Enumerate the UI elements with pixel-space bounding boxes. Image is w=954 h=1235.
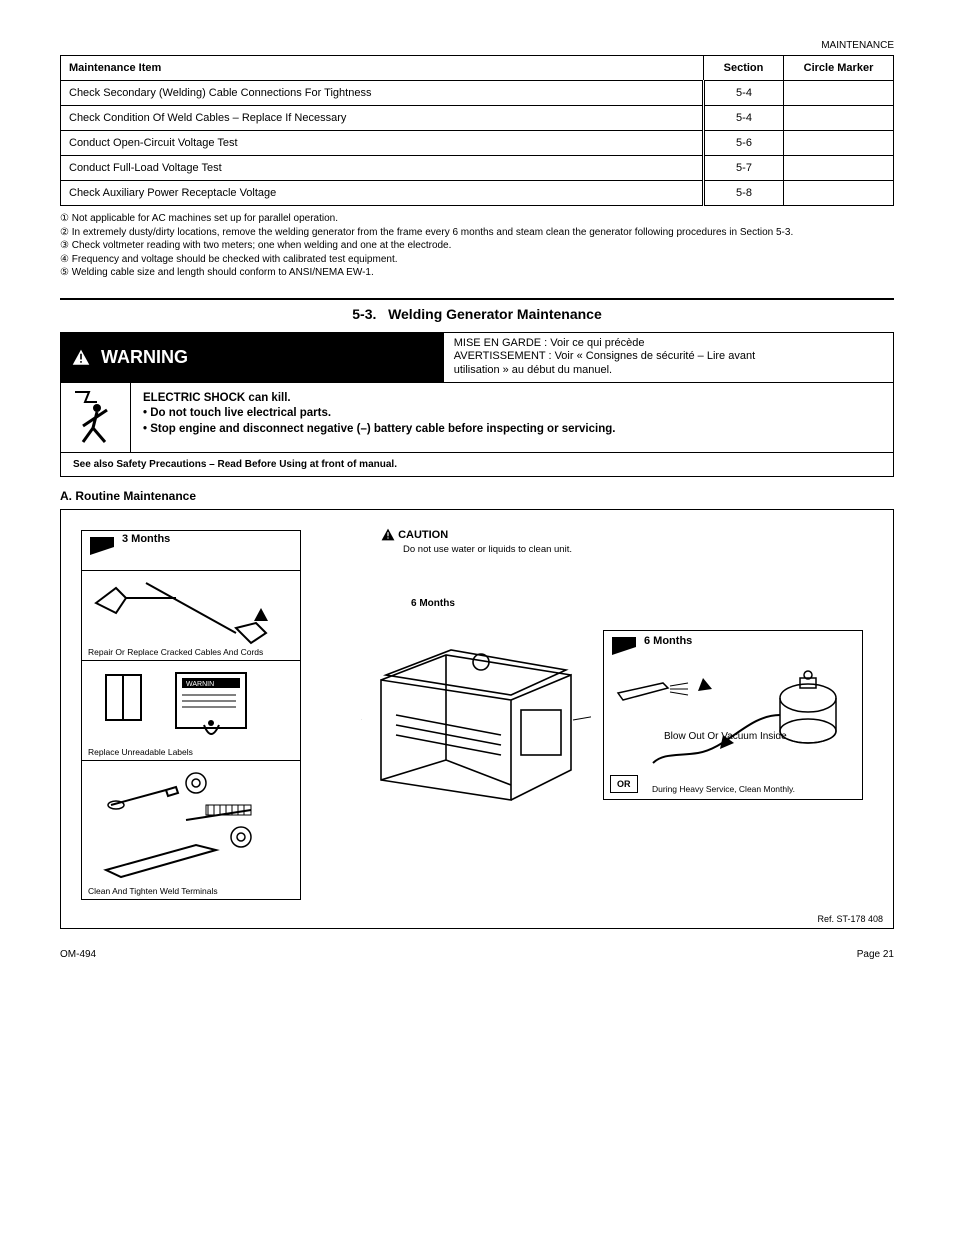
- warning-triangle-icon: [71, 348, 91, 366]
- cell-item: Check Secondary (Welding) Cable Connecti…: [61, 81, 704, 106]
- figure-caution-text: CAUTION: [398, 529, 448, 541]
- section-number: 5-3.: [352, 306, 376, 322]
- footnotes: ① Not applicable for AC machines set up …: [60, 212, 894, 280]
- left-caption: Repair Or Replace Cracked Cables And Cor…: [88, 647, 294, 658]
- col-section: Section: [704, 56, 784, 81]
- figure-caution: CAUTION: [381, 528, 448, 541]
- figure-right-panel: 6 Months Blow Out Or Vacuum Inside OR: [603, 630, 863, 800]
- cell-section: 5-7: [704, 156, 784, 181]
- cell-marker: [784, 131, 894, 156]
- footnote: ② In extremely dusty/dirty locations, re…: [60, 226, 894, 240]
- footer-page-number: Page 21: [857, 949, 894, 960]
- footnote: ① Not applicable for AC machines set up …: [60, 212, 894, 226]
- cell-marker: [784, 106, 894, 131]
- figure-id: Ref. ST-178 408: [817, 914, 883, 924]
- cell-marker: [784, 81, 894, 106]
- figure-left-panel: 3 Months Repair Or Replace Cracked Cable…: [81, 530, 301, 900]
- table-header-row: Maintenance Item Section Circle Marker: [61, 56, 894, 81]
- col-item: Maintenance Item: [61, 56, 704, 81]
- generator-icon: [361, 620, 591, 810]
- left-panel-title: 3 Months: [122, 533, 170, 545]
- cell-section: 5-4: [704, 81, 784, 106]
- warning-word: WARNING: [101, 347, 188, 368]
- footer-doc-id: OM-494: [60, 949, 96, 960]
- right-caption: Blow Out Or Vacuum Inside: [664, 731, 852, 744]
- terminals-icon: [86, 765, 296, 885]
- warning-french-text: MISE EN GARDE : Voir ce qui précède AVER…: [444, 333, 893, 382]
- section-divider: [60, 298, 894, 300]
- footnote: ④ Frequency and voltage should be checke…: [60, 253, 894, 267]
- figure-caution-sub: Do not use water or liquids to clean uni…: [403, 544, 572, 555]
- footnote: ⑤ Welding cable size and length should c…: [60, 266, 894, 280]
- cell-marker: [784, 156, 894, 181]
- cell-item: Check Condition Of Weld Cables – Replace…: [61, 106, 704, 131]
- or-label: OR: [610, 775, 638, 793]
- warning-body-line: ELECTRIC SHOCK can kill.: [143, 391, 881, 407]
- page-section-header: MAINTENANCE: [60, 40, 894, 51]
- cell-item: Conduct Open-Circuit Voltage Test: [61, 131, 704, 156]
- cell-section: 5-8: [704, 181, 784, 206]
- section-title: 5-3. Welding Generator Maintenance: [60, 306, 894, 322]
- warning-body: ELECTRIC SHOCK can kill. • Do not touch …: [131, 383, 893, 452]
- left-caption: Replace Unreadable Labels: [88, 747, 294, 758]
- labels-icon: WARNIN: [86, 665, 296, 749]
- maintenance-schedule-table: Maintenance Item Section Circle Marker C…: [60, 55, 894, 206]
- warning-shock-icon-cell: [61, 383, 131, 452]
- right-panel-title: 6 Months: [644, 635, 692, 647]
- cell-marker: [784, 181, 894, 206]
- electric-shock-icon: [71, 388, 121, 446]
- warning-body-bullet: • Do not touch live electrical parts.: [143, 406, 881, 422]
- cell-section: 5-6: [704, 131, 784, 156]
- table-row: Check Condition Of Weld Cables – Replace…: [61, 106, 894, 131]
- blowout-vacuum-icon: [608, 653, 858, 773]
- warning-fr-line: MISE EN GARDE : Voir ce qui précède: [454, 337, 645, 351]
- svg-text:WARNIN: WARNIN: [186, 681, 214, 688]
- table-row: Conduct Full-Load Voltage Test 5-7: [61, 156, 894, 181]
- cell-item: Conduct Full-Load Voltage Test: [61, 156, 704, 181]
- footnote: ③ Check voltmeter reading with two meter…: [60, 239, 894, 253]
- subsection-title: A. Routine Maintenance: [60, 489, 894, 503]
- warning-fr-line: AVERTISSEMENT : Voir « Consignes de sécu…: [454, 350, 755, 364]
- cell-item: Check Auxiliary Power Receptacle Voltage: [61, 181, 704, 206]
- maintenance-figure: CAUTION Do not use water or liquids to c…: [60, 509, 894, 929]
- left-caption: Clean And Tighten Weld Terminals: [88, 886, 294, 897]
- page-footer: OM-494 Page 21: [60, 949, 894, 960]
- caution-triangle-icon: [381, 528, 395, 541]
- table-row: Check Secondary (Welding) Cable Connecti…: [61, 81, 894, 106]
- warning-footer: See also Safety Precautions – Read Befor…: [61, 452, 893, 476]
- warning-fr-line: utilisation » au début du manuel.: [454, 364, 612, 378]
- cell-section: 5-4: [704, 106, 784, 131]
- table-row: Conduct Open-Circuit Voltage Test 5-6: [61, 131, 894, 156]
- right-note: During Heavy Service, Clean Monthly.: [652, 784, 854, 795]
- warning-body-bullet: • Stop engine and disconnect negative (–…: [143, 422, 881, 438]
- section-name: Welding Generator Maintenance: [388, 306, 602, 322]
- table-row: Check Auxiliary Power Receptacle Voltage…: [61, 181, 894, 206]
- center-label: 6 Months: [411, 598, 455, 609]
- warning-banner: WARNING: [61, 333, 444, 382]
- cables-icon: [86, 573, 296, 657]
- flag-icon: [90, 537, 114, 555]
- warning-box: WARNING MISE EN GARDE : Voir ce qui préc…: [60, 332, 894, 477]
- col-marker: Circle Marker: [784, 56, 894, 81]
